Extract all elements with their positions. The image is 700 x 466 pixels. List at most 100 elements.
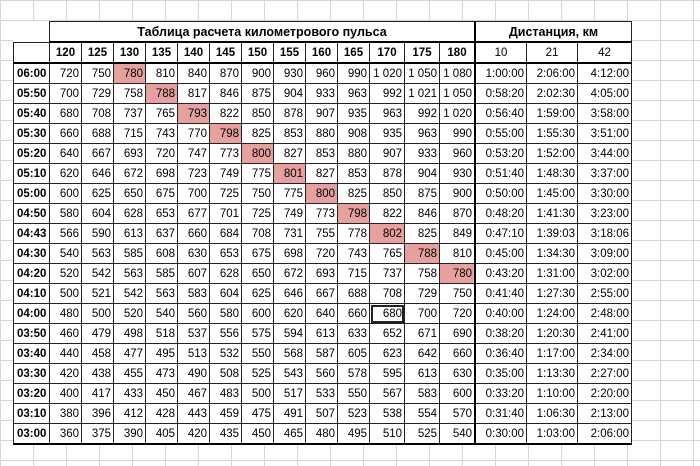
value-cell[interactable]: 750 bbox=[439, 283, 476, 304]
value-cell[interactable]: 465 bbox=[273, 423, 306, 445]
value-cell[interactable]: 585 bbox=[113, 243, 146, 264]
value-cell[interactable]: 640 bbox=[305, 303, 338, 324]
pace-cell[interactable]: 03:30 bbox=[13, 363, 50, 384]
value-cell[interactable]: 900 bbox=[439, 183, 476, 204]
value-cell[interactable]: 642 bbox=[404, 343, 440, 364]
time-cell[interactable]: 4:05:00 bbox=[577, 83, 632, 104]
value-cell[interactable]: 563 bbox=[81, 243, 114, 264]
value-cell[interactable]: 933 bbox=[305, 83, 338, 104]
value-cell[interactable]: 849 bbox=[439, 223, 476, 244]
time-cell[interactable]: 0:47:10 bbox=[474, 223, 527, 244]
time-cell[interactable]: 3:51:00 bbox=[577, 123, 632, 144]
value-cell[interactable]: 1 021 bbox=[404, 83, 440, 104]
value-cell[interactable]: 583 bbox=[404, 383, 440, 404]
value-cell[interactable]: 460 bbox=[49, 323, 82, 344]
time-cell[interactable]: 2:06:00 bbox=[526, 62, 578, 84]
value-cell[interactable]: 827 bbox=[305, 163, 338, 184]
time-cell[interactable]: 1:00:00 bbox=[474, 62, 527, 84]
value-cell[interactable]: 933 bbox=[404, 143, 440, 164]
pace-cell[interactable]: 04:00 bbox=[13, 303, 50, 324]
time-cell[interactable]: 1:48:30 bbox=[526, 163, 578, 184]
value-cell[interactable]: 595 bbox=[369, 363, 405, 384]
value-cell[interactable]: 853 bbox=[337, 163, 370, 184]
highlighted-cell[interactable]: 780 bbox=[439, 263, 476, 284]
value-cell[interactable]: 825 bbox=[337, 183, 370, 204]
value-cell[interactable]: 822 bbox=[369, 203, 405, 224]
value-cell[interactable]: 720 bbox=[305, 243, 338, 264]
value-cell[interactable]: 498 bbox=[113, 323, 146, 344]
value-cell[interactable]: 880 bbox=[337, 143, 370, 164]
value-cell[interactable]: 613 bbox=[305, 323, 338, 344]
value-cell[interactable]: 450 bbox=[241, 423, 274, 445]
value-cell[interactable]: 825 bbox=[241, 123, 274, 144]
time-cell[interactable]: 0:48:20 bbox=[474, 203, 527, 224]
value-cell[interactable]: 628 bbox=[209, 263, 242, 284]
value-cell[interactable]: 550 bbox=[337, 383, 370, 404]
value-cell[interactable]: 604 bbox=[209, 283, 242, 304]
value-cell[interactable]: 473 bbox=[145, 363, 178, 384]
value-cell[interactable]: 700 bbox=[404, 303, 440, 324]
value-cell[interactable]: 878 bbox=[273, 103, 306, 124]
value-cell[interactable]: 990 bbox=[439, 123, 476, 144]
value-cell[interactable]: 904 bbox=[273, 83, 306, 104]
value-cell[interactable]: 520 bbox=[113, 303, 146, 324]
cadence-header[interactable]: 180 bbox=[439, 41, 476, 64]
value-cell[interactable]: 700 bbox=[177, 183, 210, 204]
value-cell[interactable]: 660 bbox=[49, 123, 82, 144]
pace-cell[interactable]: 05:20 bbox=[13, 143, 50, 164]
value-cell[interactable]: 755 bbox=[305, 223, 338, 244]
value-cell[interactable]: 628 bbox=[113, 203, 146, 224]
value-cell[interactable]: 480 bbox=[305, 423, 338, 445]
value-cell[interactable]: 513 bbox=[177, 343, 210, 364]
value-cell[interactable]: 568 bbox=[273, 343, 306, 364]
value-cell[interactable]: 554 bbox=[404, 403, 440, 424]
cadence-header[interactable]: 140 bbox=[177, 41, 210, 64]
value-cell[interactable]: 475 bbox=[241, 403, 274, 424]
pace-cell[interactable]: 04:30 bbox=[13, 243, 50, 264]
value-cell[interactable]: 775 bbox=[241, 163, 274, 184]
cadence-header[interactable]: 175 bbox=[404, 41, 440, 64]
value-cell[interactable]: 428 bbox=[145, 403, 178, 424]
value-cell[interactable]: 563 bbox=[113, 263, 146, 284]
value-cell[interactable]: 483 bbox=[209, 383, 242, 404]
value-cell[interactable]: 491 bbox=[273, 403, 306, 424]
value-cell[interactable]: 723 bbox=[177, 163, 210, 184]
value-cell[interactable]: 675 bbox=[145, 183, 178, 204]
header-corner-cell[interactable] bbox=[13, 41, 50, 64]
value-cell[interactable]: 458 bbox=[81, 343, 114, 364]
value-cell[interactable]: 960 bbox=[439, 143, 476, 164]
value-cell[interactable]: 853 bbox=[273, 123, 306, 144]
value-cell[interactable]: 773 bbox=[209, 143, 242, 164]
cadence-header[interactable]: 145 bbox=[209, 41, 242, 64]
time-cell[interactable]: 2:13:00 bbox=[577, 403, 632, 424]
value-cell[interactable]: 600 bbox=[439, 383, 476, 404]
value-cell[interactable]: 990 bbox=[337, 62, 370, 84]
value-cell[interactable]: 1 020 bbox=[369, 62, 405, 84]
time-cell[interactable]: 2:20:00 bbox=[577, 383, 632, 404]
time-cell[interactable]: 3:09:00 bbox=[577, 243, 632, 264]
value-cell[interactable]: 620 bbox=[273, 303, 306, 324]
value-cell[interactable]: 693 bbox=[305, 263, 338, 284]
value-cell[interactable]: 480 bbox=[49, 303, 82, 324]
value-cell[interactable]: 563 bbox=[145, 283, 178, 304]
time-cell[interactable]: 1:52:00 bbox=[526, 143, 578, 164]
value-cell[interactable]: 400 bbox=[49, 383, 82, 404]
time-cell[interactable]: 0:38:20 bbox=[474, 323, 527, 344]
value-cell[interactable]: 613 bbox=[404, 363, 440, 384]
pace-cell[interactable]: 03:20 bbox=[13, 383, 50, 404]
value-cell[interactable]: 646 bbox=[81, 163, 114, 184]
value-cell[interactable]: 667 bbox=[305, 283, 338, 304]
value-cell[interactable]: 605 bbox=[337, 343, 370, 364]
value-cell[interactable]: 817 bbox=[177, 83, 210, 104]
value-cell[interactable]: 583 bbox=[177, 283, 210, 304]
time-cell[interactable]: 1:06:30 bbox=[526, 403, 578, 424]
value-cell[interactable]: 778 bbox=[337, 223, 370, 244]
value-cell[interactable]: 521 bbox=[81, 283, 114, 304]
value-cell[interactable]: 490 bbox=[177, 363, 210, 384]
time-cell[interactable]: 1:13:30 bbox=[526, 363, 578, 384]
value-cell[interactable]: 758 bbox=[113, 83, 146, 104]
highlighted-cell[interactable]: 788 bbox=[145, 83, 178, 104]
value-cell[interactable]: 607 bbox=[177, 263, 210, 284]
time-cell[interactable]: 0:53:20 bbox=[474, 143, 527, 164]
cadence-header[interactable]: 125 bbox=[81, 41, 114, 64]
